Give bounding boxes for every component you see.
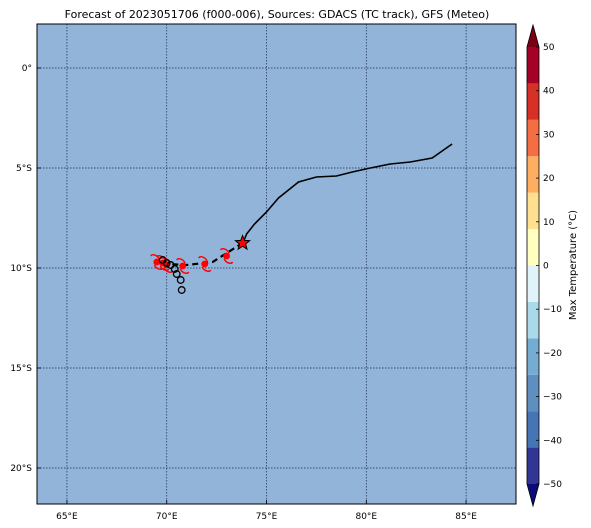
ensemble-point (177, 286, 186, 294)
longitude-axis: 65°E 70°E 75°E 80°E 85°E (56, 500, 477, 522)
colorbar-extend-max (527, 25, 539, 47)
x-tick-label: 70°E (156, 512, 178, 522)
latitude-axis: 0° 5°S 10°S 15°S 20°S (10, 64, 41, 474)
x-tick-label: 75°E (256, 512, 278, 522)
colorbar: 50 40 30 20 10 0 −10 −20 −30 −40 −50 Max Temperatu… (526, 23, 579, 508)
colorbar-band (527, 265, 539, 302)
colorbar-band (527, 229, 539, 266)
y-tick-label: 0° (22, 64, 32, 74)
y-tick-label: 10°S (10, 264, 32, 274)
colorbar-tick-label: −40 (543, 436, 562, 446)
colorbar-tick-label: 0 (543, 262, 549, 272)
ensemble-point (170, 265, 179, 273)
colorbar-label: Max Temperature (°C) (568, 210, 579, 320)
y-tick-label: 15°S (10, 364, 32, 374)
cyclone-symbol (176, 258, 190, 274)
colorbar-ticks: 50 40 30 20 10 0 −10 −20 −30 −40 −50 (536, 43, 562, 490)
forecast-track-line (166, 242, 244, 267)
observed-track-line (241, 143, 453, 245)
colorbar-tick-label: 40 (543, 87, 555, 97)
colorbar-band (527, 83, 539, 120)
current-position-layer (234, 234, 252, 251)
y-tick-label: 5°S (16, 164, 32, 174)
map-background (37, 24, 516, 504)
map-frame (36, 23, 517, 505)
observed-track-layer (241, 143, 453, 245)
colorbar-band (527, 47, 539, 84)
colorbar-band (527, 338, 539, 375)
ensemble-point (166, 261, 175, 269)
colorbar-tick-label: 30 (543, 130, 555, 140)
ensemble-point-layer (158, 256, 186, 294)
colorbar-band (527, 301, 539, 339)
cyclone-symbol (219, 248, 234, 264)
colorbar-tick-label: −10 (543, 305, 562, 315)
forecast-track-layer (166, 242, 244, 267)
colorbar-band (527, 447, 539, 484)
colorbar-band (527, 411, 539, 448)
current-position-star (234, 234, 252, 251)
colorbar-band (527, 156, 539, 193)
colorbar-tick-label: −30 (543, 393, 562, 403)
colorbar-band (527, 119, 539, 157)
colorbar-band (527, 192, 539, 230)
ensemble-point (176, 276, 185, 284)
colorbar-tick-label: 20 (543, 174, 555, 184)
x-tick-label: 85°E (455, 512, 477, 522)
colorbar-tick-label: −20 (543, 349, 562, 359)
colorbar-band (527, 374, 539, 412)
cyclone-symbol (150, 254, 164, 270)
x-tick-label: 65°E (56, 512, 78, 522)
y-tick-label: 20°S (10, 464, 32, 474)
chart-title: Forecast of 2023051706 (f000-006), Sourc… (65, 8, 490, 21)
x-tick-label: 80°E (355, 512, 377, 522)
colorbar-tick-label: 50 (543, 43, 555, 53)
colorbar-tick-label: 10 (543, 218, 555, 228)
ensemble-point (172, 270, 181, 278)
colorbar-extend-min (527, 484, 539, 506)
cyclone-symbol (198, 256, 212, 272)
colorbar-tick-label: −50 (543, 480, 562, 490)
map-panel: 65°E 70°E 75°E 80°E 85°E 0° 5°S 10°S 15°S 20°S (10, 23, 517, 522)
ensemble-point (162, 259, 171, 267)
